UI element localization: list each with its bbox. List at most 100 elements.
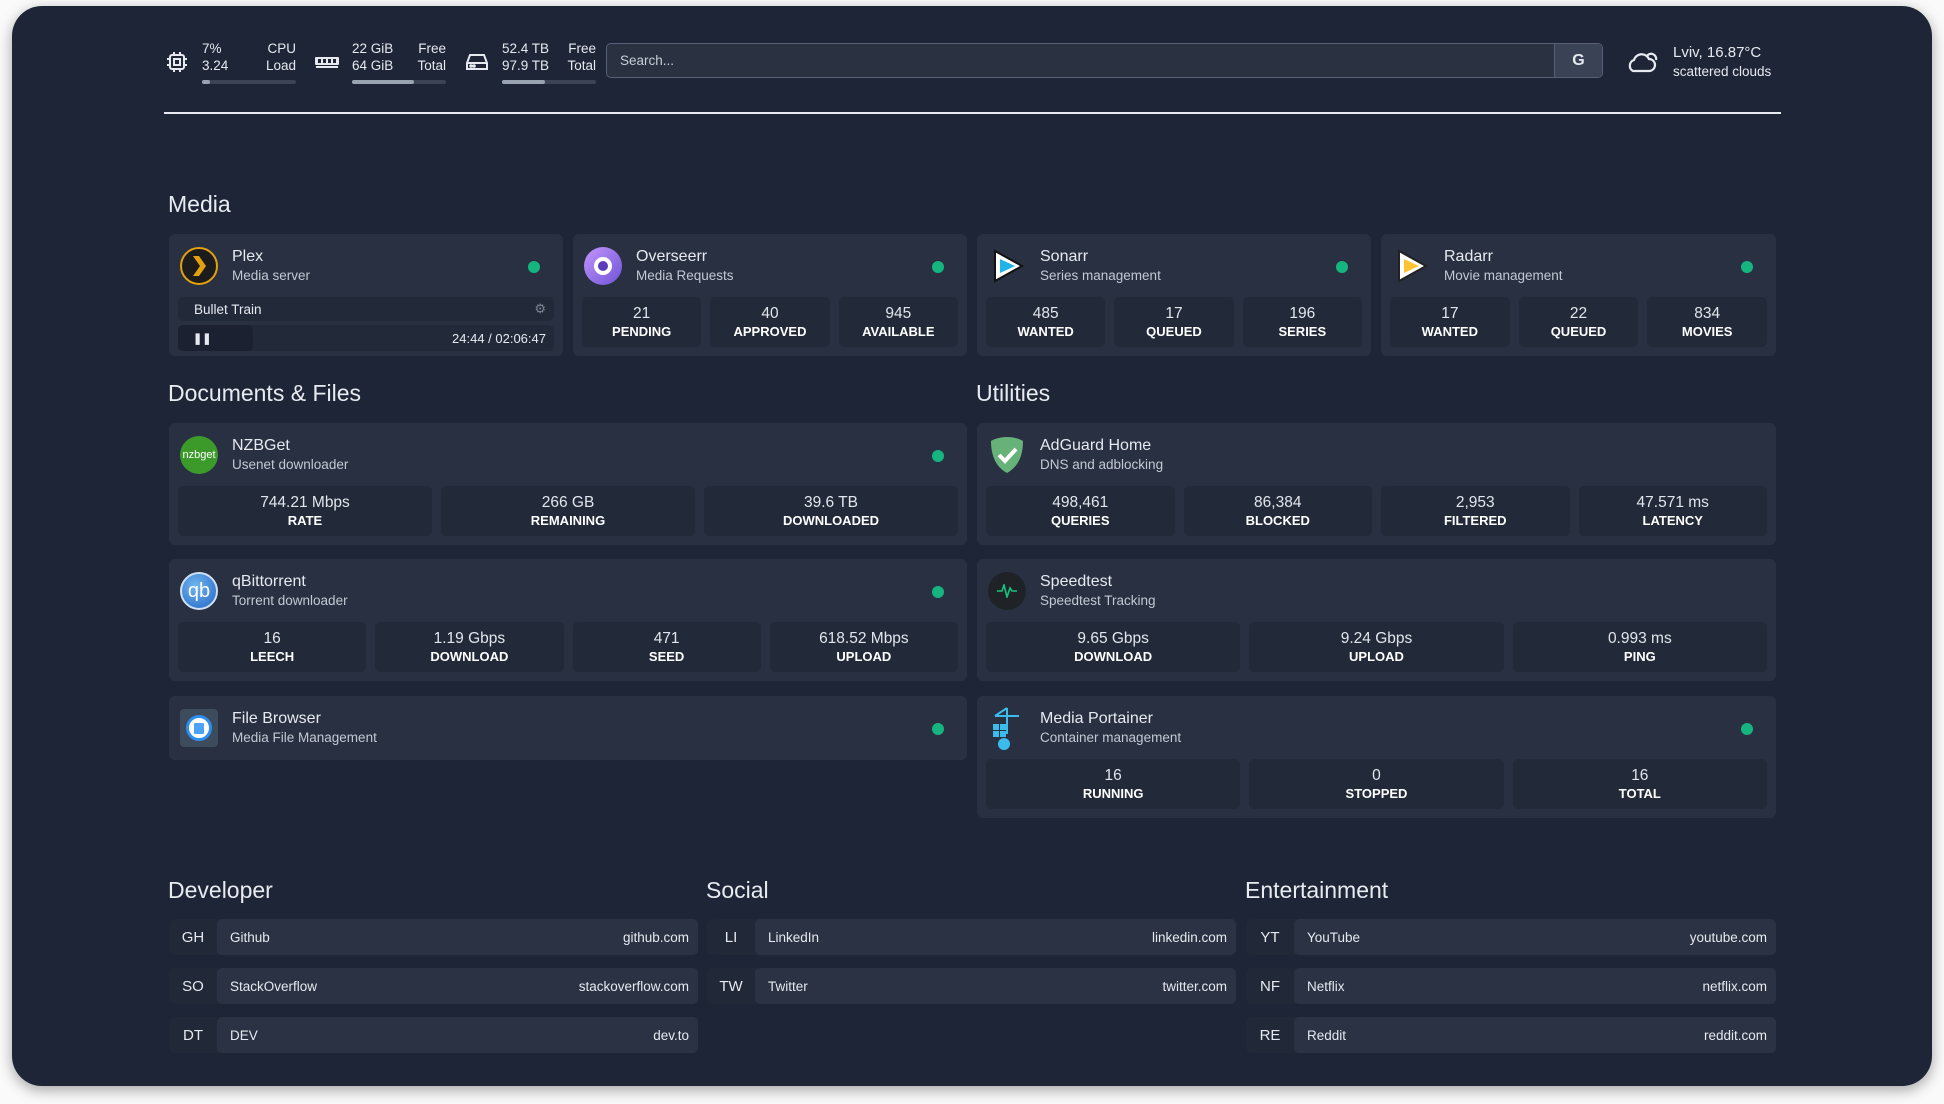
overseerr-icon <box>584 247 622 285</box>
bookmark-name: YouTube <box>1307 929 1361 945</box>
stat-value: 21 <box>633 305 651 322</box>
pause-icon[interactable]: ❚❚ <box>193 332 212 345</box>
stat-label: RUNNING <box>1082 786 1144 801</box>
search-bar: G <box>606 43 1603 78</box>
now-playing-title: Bullet Train <box>194 301 262 317</box>
stat-pending: 21 PENDING <box>582 297 702 347</box>
bookmark-url: netflix.com <box>1702 978 1767 994</box>
stat-label: QUERIES <box>1050 513 1110 528</box>
service-title: Sonarr <box>1040 248 1089 265</box>
section-title-media: Media <box>168 191 231 217</box>
speedtest-card[interactable]: Speedtest Speedtest Tracking 9.65 Gbps DOW… <box>977 559 1776 681</box>
stat-value: 0.993 ms <box>1607 630 1672 647</box>
search-provider-button[interactable]: G <box>1554 44 1602 77</box>
bookmark-link[interactable]: Reddit reddit.com <box>1294 1017 1776 1053</box>
service-subtitle: Series management <box>1040 268 1161 283</box>
adguard-shield-icon <box>988 436 1026 474</box>
filebrowser-card[interactable]: File Browser Media File Management <box>169 696 967 760</box>
bookmark-name: StackOverflow <box>230 978 318 994</box>
bookmark-twitter[interactable]: TW Twitter twitter.com <box>707 968 1236 1004</box>
settings-icon[interactable]: ⚙ <box>534 301 546 316</box>
disk-total: 97.9 TB <box>502 58 550 73</box>
bookmark-url: twitter.com <box>1162 978 1227 994</box>
bookmark-link[interactable]: LinkedIn linkedin.com <box>755 919 1236 955</box>
service-subtitle: Media server <box>232 268 311 283</box>
stat-label: WANTED <box>1017 324 1074 339</box>
developer-bookmarks: GH Github github.com SO StackOverflow stackov… <box>169 919 698 1053</box>
bookmark-url: github.com <box>622 929 689 945</box>
playback-progress[interactable]: ❚❚ <box>178 325 253 351</box>
stat-label: SEED <box>648 649 685 664</box>
bookmark-link[interactable]: Twitter twitter.com <box>755 968 1236 1004</box>
bookmark-abbr: GH <box>181 928 205 946</box>
nzbget-card[interactable]: nzbget NZBGet Usenet downloader 744.21 Mb… <box>169 423 967 545</box>
search-input[interactable] <box>607 53 1554 68</box>
service-subtitle: Container management <box>1040 730 1182 745</box>
adguard-card[interactable]: AdGuard Home DNS and adblocking 498,461 QU… <box>977 423 1776 545</box>
stat-available: 945 AVAILABLE <box>838 297 958 347</box>
bookmark-link[interactable]: YouTube youtube.com <box>1294 919 1776 955</box>
bookmark-link[interactable]: Netflix netflix.com <box>1294 968 1776 1004</box>
service-subtitle: DNS and adblocking <box>1040 457 1164 472</box>
bookmark-name: Netflix <box>1307 978 1345 994</box>
service-title: Media Portainer <box>1040 710 1153 727</box>
dashboard-window <box>12 6 1932 1086</box>
nzbget-logo-text: nzbget <box>182 449 216 461</box>
stat-value: 9.24 Gbps <box>1340 630 1413 647</box>
portainer-icon <box>988 707 1026 750</box>
service-title: Radarr <box>1444 248 1493 265</box>
bookmark-reddit[interactable]: RE Reddit reddit.com <box>1246 1017 1776 1053</box>
status-indicator <box>528 261 540 273</box>
status-indicator <box>1741 261 1753 273</box>
bookmark-abbr: YT <box>1260 928 1280 946</box>
stat-value: 196 <box>1289 305 1316 322</box>
bookmark-linkedin[interactable]: LI LinkedIn linkedin.com <box>707 919 1236 955</box>
stat-queries: 498,461 QUERIES <box>986 486 1175 536</box>
total-label: Total <box>567 58 596 73</box>
sonarr-card[interactable]: Sonarr Series management 485 WANTED 17 QUEUE… <box>977 234 1371 356</box>
stat-queued: 17 QUEUED <box>1114 297 1234 347</box>
portainer-card[interactable]: Media Portainer Container management 16 RU… <box>977 696 1776 818</box>
stat-wanted: 485 WANTED <box>986 297 1106 347</box>
radarr-card[interactable]: Radarr Movie management 17 WANTED 22 QUEUED 8… <box>1381 234 1776 356</box>
bookmark-link[interactable]: StackOverflow stackoverflow.com <box>217 968 698 1004</box>
overseerr-card[interactable]: Overseerr Media Requests 21 PENDING 40 APPRO… <box>573 234 967 356</box>
stat-rate: 744.21 Mbps RATE <box>178 486 432 536</box>
stat-label: MOVIES <box>1681 324 1733 339</box>
stat-stopped: 0 STOPPED <box>1249 759 1504 809</box>
service-title: Plex <box>232 248 264 265</box>
bookmark-link[interactable]: DEV dev.to <box>217 1017 698 1053</box>
section-title-entertainment: Entertainment <box>1245 877 1389 903</box>
bookmark-name: LinkedIn <box>768 929 820 945</box>
bookmark-stackoverflow[interactable]: SO StackOverflow stackoverflow.com <box>169 968 698 1004</box>
bookmark-abbr: NF <box>1260 977 1280 995</box>
stat-label: WANTED <box>1421 324 1478 339</box>
status-indicator <box>932 586 944 598</box>
stat-value: 40 <box>761 305 779 322</box>
bookmark-netflix[interactable]: NF Netflix netflix.com <box>1246 968 1776 1004</box>
qbittorrent-card[interactable]: qb qBittorrent Torrent downloader 16 LEECH… <box>169 559 967 681</box>
stat-label: DOWNLOADED <box>782 513 880 528</box>
stat-upload: 9.24 Gbps UPLOAD <box>1249 622 1504 672</box>
stat-running: 16 RUNNING <box>986 759 1241 809</box>
stats-row: 744.21 Mbps RATE 266 GB REMAINING 39.6 TB DOW… <box>178 486 958 536</box>
bookmark-name: DEV <box>230 1027 258 1043</box>
bookmark-link[interactable]: Github github.com <box>217 919 698 955</box>
stat-leech: 16 LEECH <box>178 622 367 672</box>
section-title-utilities: Utilities <box>976 380 1051 406</box>
plex-card[interactable]: Plex Media server Bullet Train ⚙ ❚❚ 24:44 /… <box>169 234 563 356</box>
bookmark-dev[interactable]: DT DEV dev.to <box>169 1017 698 1053</box>
status-indicator <box>932 261 944 273</box>
stat-label: PING <box>1623 649 1656 664</box>
status-indicator <box>932 450 944 462</box>
plex-icon <box>180 247 218 285</box>
section-title-developer: Developer <box>168 877 273 903</box>
bookmark-github[interactable]: GH Github github.com <box>169 919 698 955</box>
stats-row: 9.65 Gbps DOWNLOAD 9.24 Gbps UPLOAD 0.993 ms… <box>986 622 1767 672</box>
bookmark-youtube[interactable]: YT YouTube youtube.com <box>1246 919 1776 955</box>
service-title: NZBGet <box>232 437 290 454</box>
status-indicator <box>1336 261 1348 273</box>
status-indicator <box>1741 723 1753 735</box>
stat-label: TOTAL <box>1618 786 1661 801</box>
disk-widget: 52.4 TB Free 97.9 TB Total <box>464 40 596 84</box>
